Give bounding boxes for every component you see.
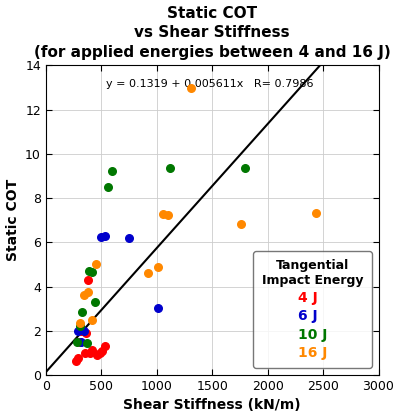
Point [82, 330, 89, 336]
Text: y = 0.1319 + 0.005611x   R= 0.7986: y = 0.1319 + 0.005611x R= 0.7986 [106, 79, 313, 89]
Point [126, 234, 132, 241]
Point [160, 210, 166, 217]
Point [80, 292, 87, 299]
Point [72, 357, 79, 364]
Point [77, 339, 84, 345]
Point [78, 339, 84, 345]
Point [242, 165, 249, 172]
Point [87, 349, 94, 356]
Point [99, 347, 106, 354]
Point [78, 327, 84, 334]
Point [98, 234, 104, 240]
Point [155, 304, 161, 311]
Point [76, 320, 83, 326]
Point [93, 261, 100, 268]
Point [97, 349, 103, 356]
X-axis label: Shear Stiffness (kN/m): Shear Stiffness (kN/m) [123, 398, 301, 413]
Point [167, 165, 173, 172]
Point [80, 327, 87, 334]
Point [89, 346, 96, 353]
Point [188, 84, 194, 91]
Point [75, 327, 81, 334]
Point [313, 209, 320, 216]
Point [85, 289, 91, 296]
Point [79, 308, 86, 315]
Point [243, 56, 250, 62]
Y-axis label: Static COT: Static COT [6, 179, 20, 261]
Point [102, 232, 108, 239]
Point [89, 269, 95, 275]
Legend: 4 J, 6 J, 10 J, 16 J: 4 J, 6 J, 10 J, 16 J [253, 251, 372, 368]
Point [94, 352, 100, 359]
Point [86, 268, 92, 275]
Point [92, 299, 98, 306]
Point [102, 343, 108, 349]
Point [77, 323, 84, 330]
Point [85, 277, 91, 283]
Point [89, 316, 96, 323]
Title: Static COT
vs Shear Stiffness
(for applied energies between 4 and 16 J): Static COT vs Shear Stiffness (for appli… [34, 5, 390, 60]
Point [109, 167, 116, 174]
Point [145, 270, 151, 277]
Point [84, 339, 90, 346]
Point [105, 184, 111, 191]
Point [238, 220, 244, 227]
Point [75, 355, 81, 362]
Point [82, 349, 88, 356]
Point [165, 212, 171, 218]
Point [74, 339, 81, 345]
Point [155, 263, 161, 270]
